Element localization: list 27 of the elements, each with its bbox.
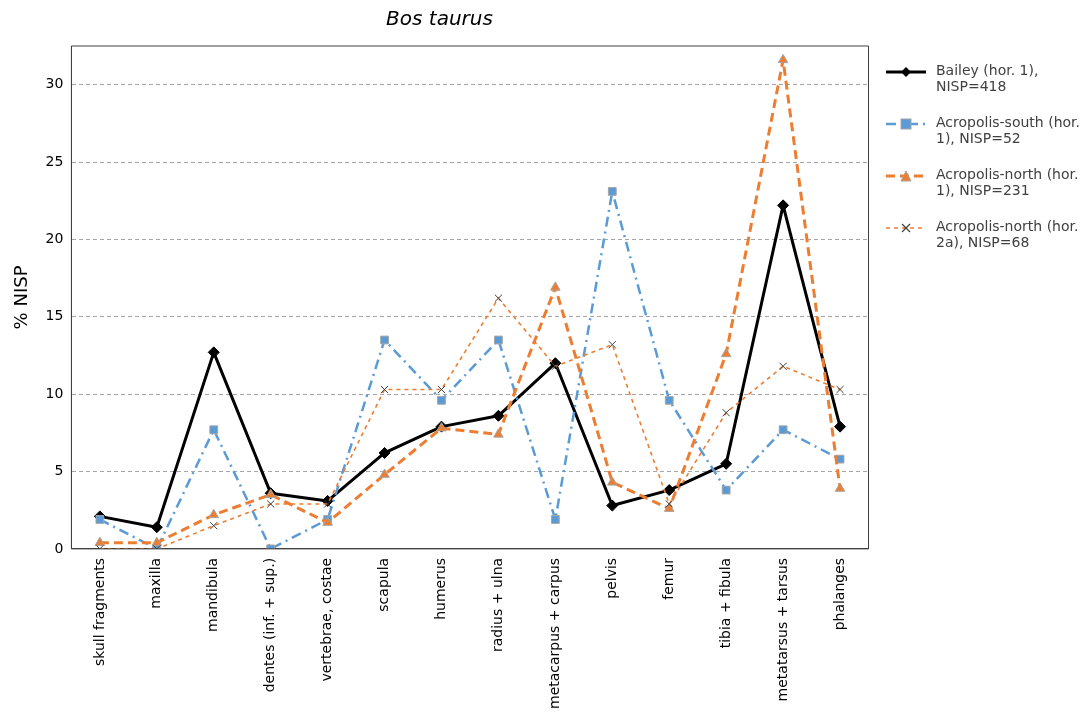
x-tick-label: dentes (inf. + sup.) [261, 557, 278, 693]
x-tick-label: scapula [375, 557, 392, 612]
y-tick-label: 5 [54, 462, 64, 479]
legend-label: Acropolis-north (hor. 2a), NISP=68 [936, 218, 1080, 250]
x-tick-label: pelvis [602, 557, 619, 599]
x-tick-label: humerus [432, 557, 449, 620]
x-tick-label: skull fragments [90, 557, 107, 667]
legend-label: Acropolis-south (hor. 1), NISP=52 [936, 114, 1081, 146]
x-tick-label: metatarsus + tarsus [773, 557, 790, 702]
y-tick-label: 30 [45, 75, 64, 92]
x-tick-label: phalanges [830, 557, 847, 631]
x-tick-label: radius + ulna [489, 557, 506, 652]
x-tick-label: vertebrae, costae [318, 557, 335, 682]
y-tick-label: 15 [45, 307, 64, 324]
x-tick-label: tibia + fibula [716, 557, 733, 649]
x-tick-label: femur [659, 557, 676, 600]
y-tick-label: 0 [54, 539, 64, 556]
y-axis-title: % NISP [10, 265, 32, 330]
x-tick-label: maxilla [147, 557, 164, 609]
x-tick-label: mandibula [204, 557, 221, 632]
x-tick-label: metacarpus + carpus [546, 557, 562, 709]
chart-title: Bos taurus [386, 6, 493, 31]
legend-label: Acropolis-north (hor. 1), NISP=231 [936, 166, 1080, 198]
legend-label: Bailey (hor. 1), NISP=418 [936, 62, 1040, 94]
y-tick-label: 20 [45, 230, 64, 247]
y-tick-label: 25 [45, 152, 64, 169]
y-tick-label: 10 [45, 384, 64, 401]
